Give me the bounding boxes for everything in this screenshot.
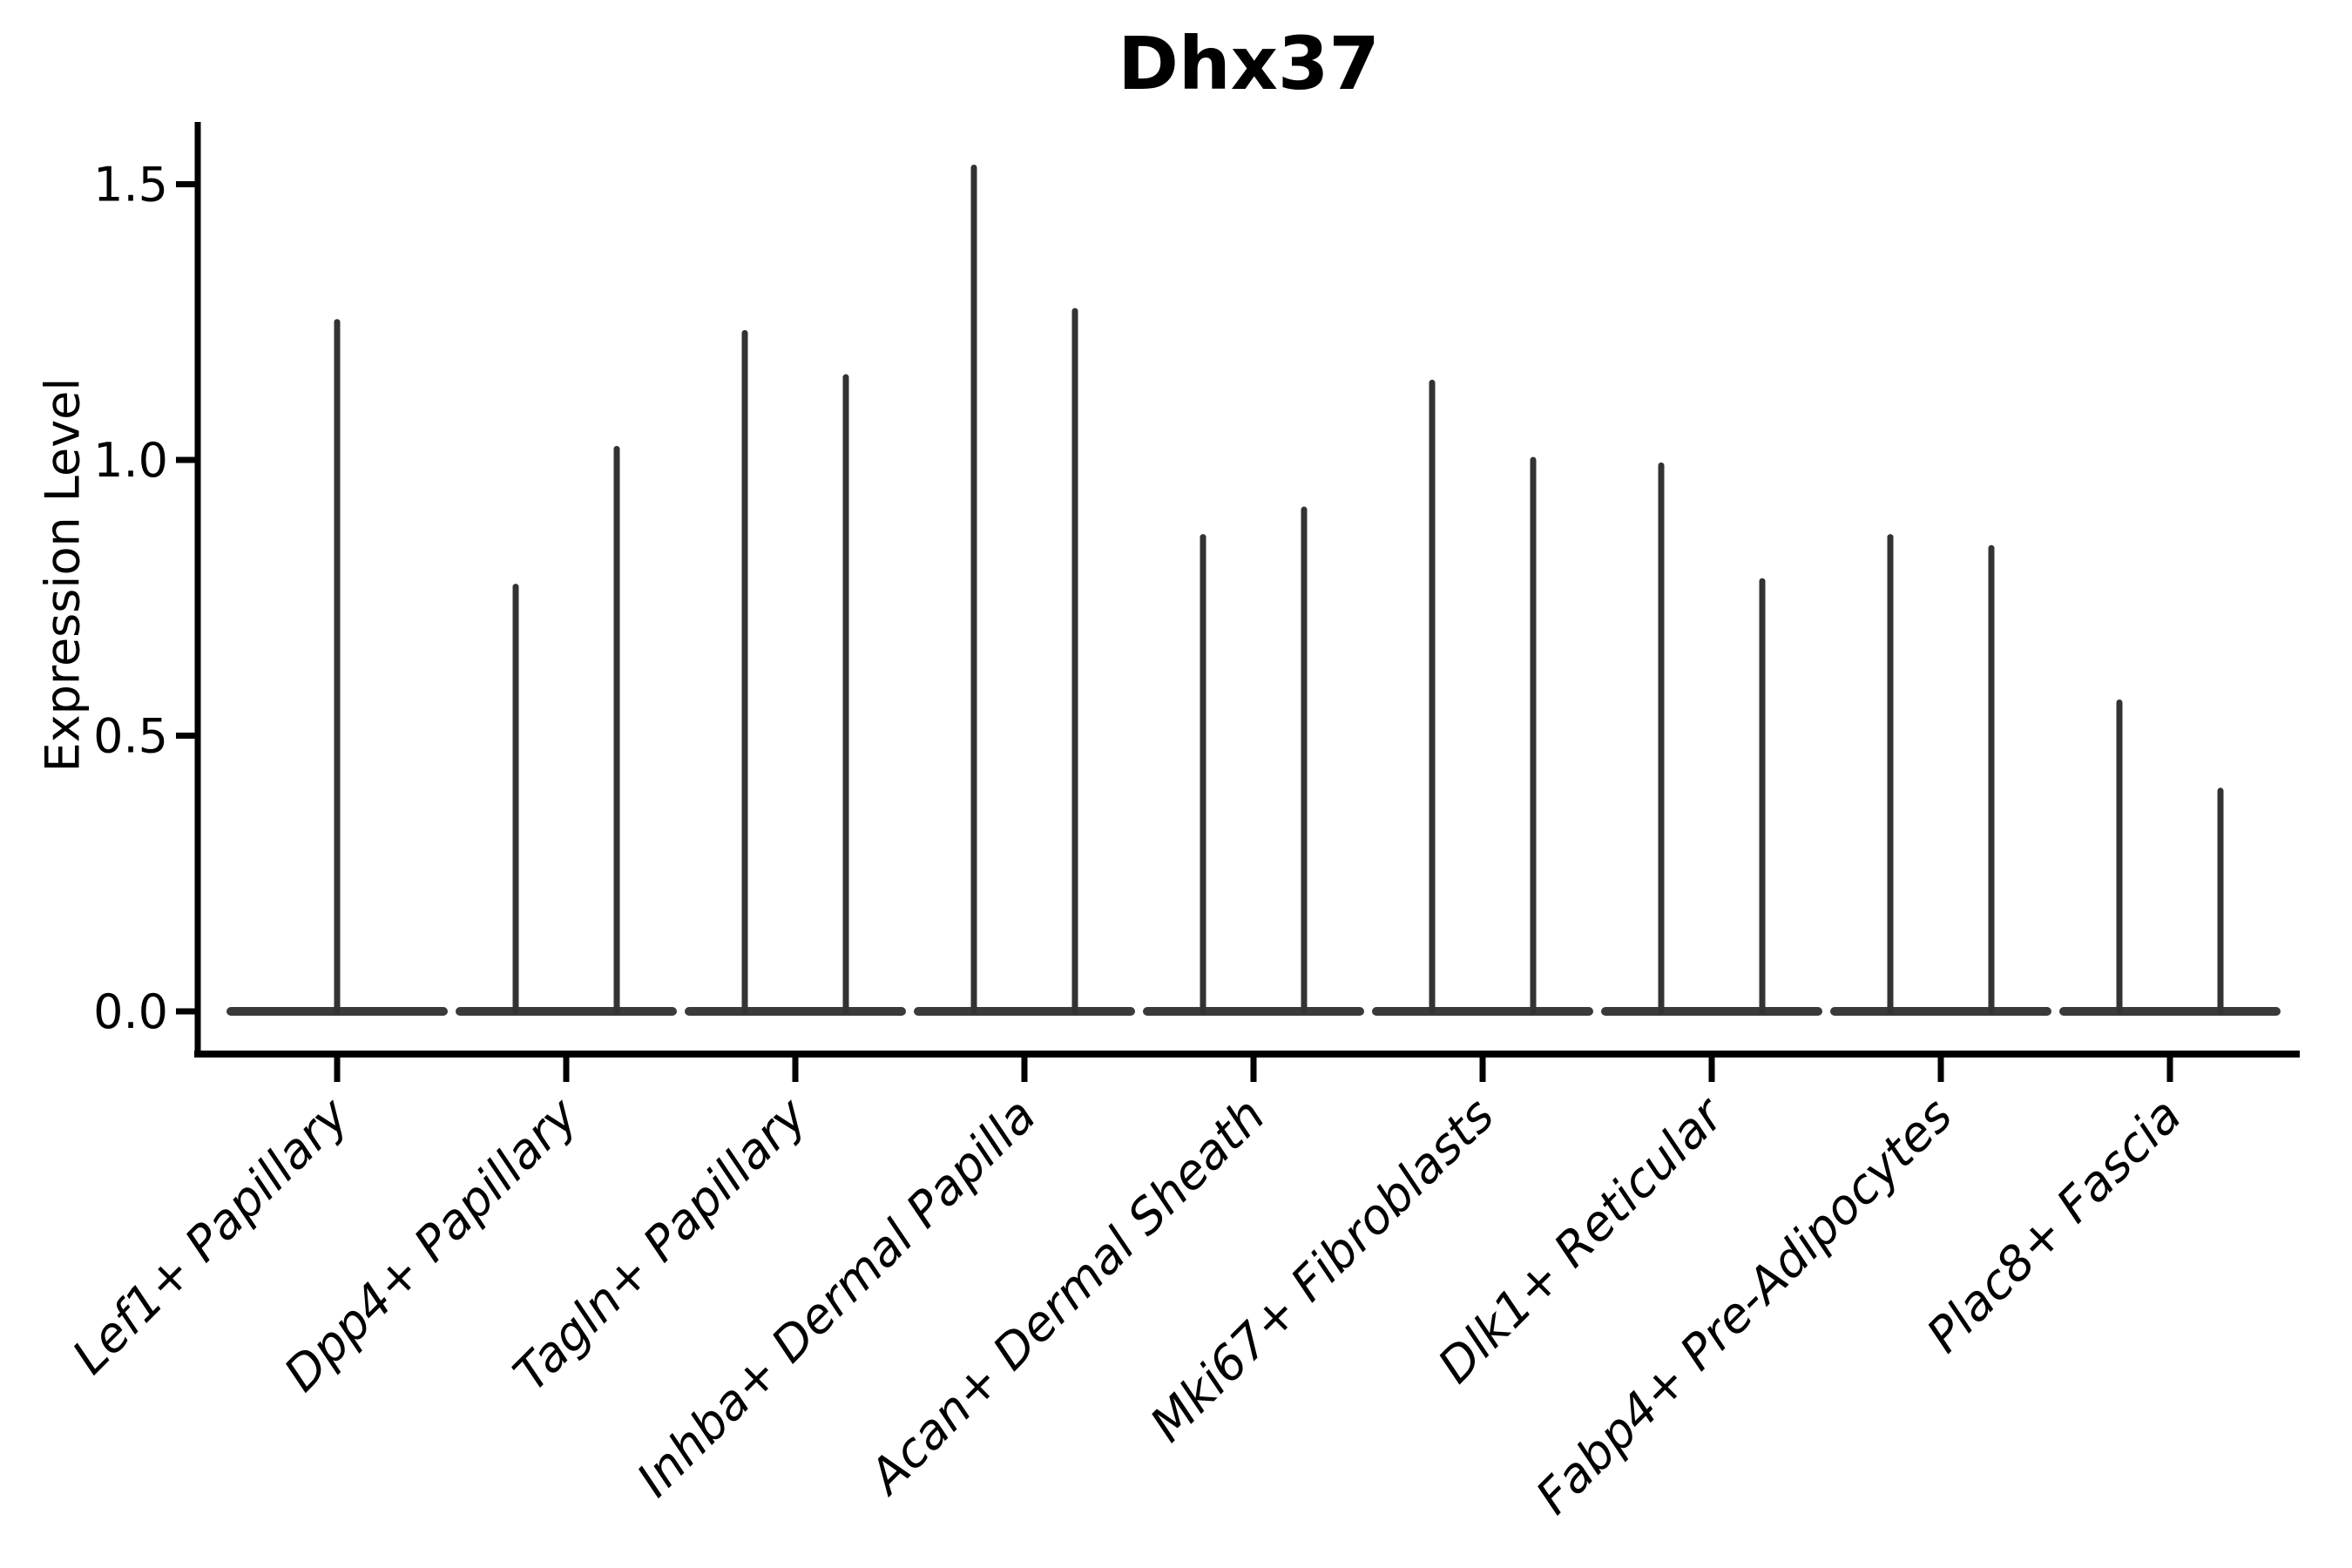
y-tick-label: 0.0 (93, 984, 168, 1039)
x-category-label: Inhba+ Dermal Papilla (626, 1087, 1046, 1507)
y-tick-label: 1.0 (93, 433, 168, 488)
x-category-label: Acan+ Dermal Sheath (857, 1087, 1276, 1506)
x-category-label: Fabp4+ Pre-Adipocytes (1525, 1087, 1963, 1524)
chart-title: Dhx37 (1118, 21, 1380, 106)
y-tick-label: 0.5 (93, 709, 168, 764)
y-tick-label: 1.5 (93, 158, 168, 213)
